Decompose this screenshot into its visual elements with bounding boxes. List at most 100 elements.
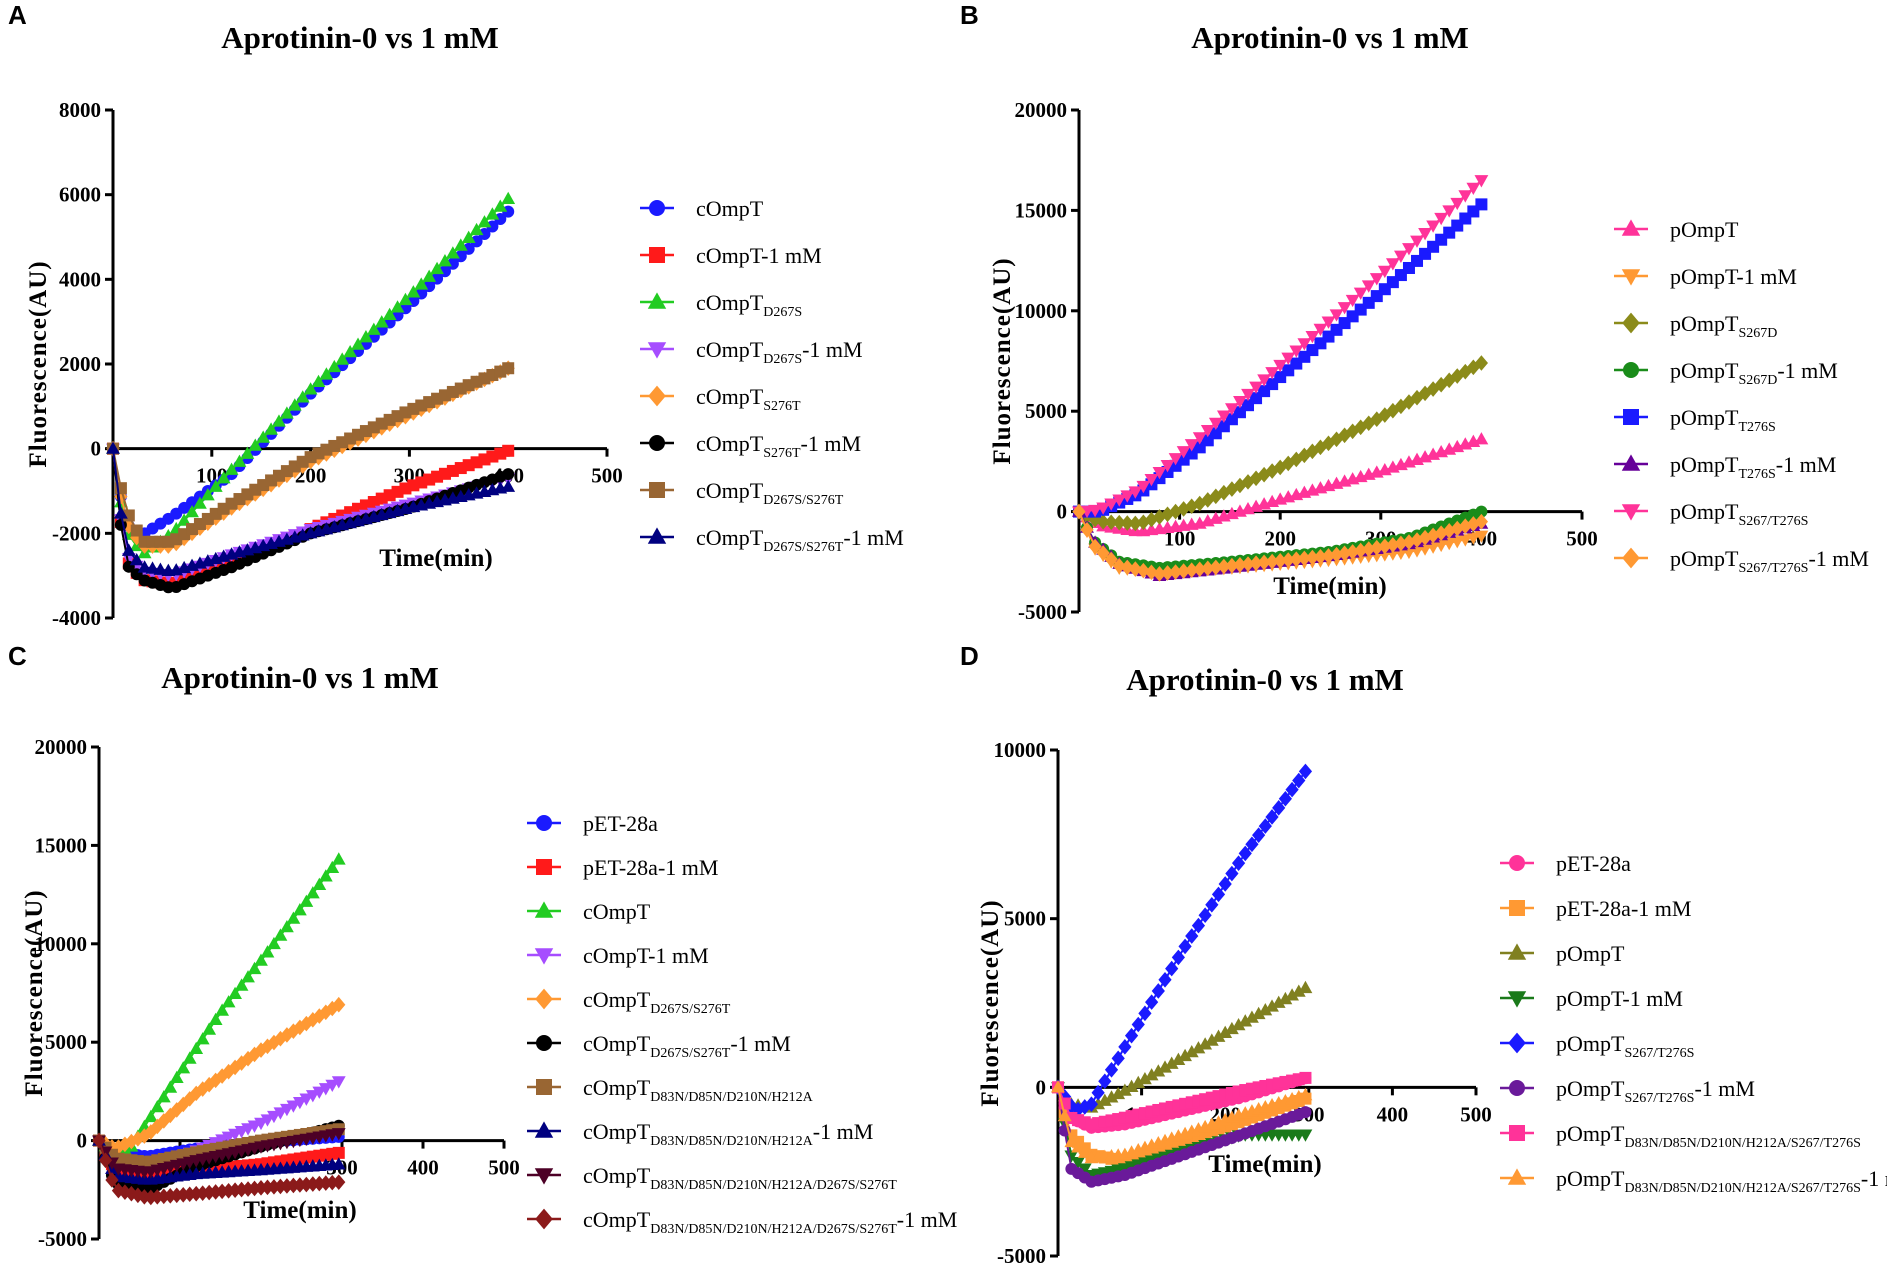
data-point — [215, 1003, 230, 1016]
data-point — [1184, 439, 1199, 452]
data-point — [1362, 541, 1376, 557]
data-point — [1138, 1005, 1152, 1022]
data-point — [344, 506, 357, 519]
data-point — [125, 1154, 138, 1167]
data-point — [1176, 446, 1191, 459]
data-point — [1211, 886, 1226, 903]
data-point — [1168, 564, 1183, 580]
data-point — [312, 877, 327, 890]
legend-label: cOmpTD267S/S276T — [696, 478, 844, 508]
data-point — [163, 1080, 178, 1093]
data-point — [305, 886, 320, 899]
data-point — [1362, 415, 1376, 432]
data-point — [1051, 1080, 1065, 1093]
data-point — [224, 462, 239, 475]
legend-label: cOmpTD267S/S276T-1 mM — [696, 525, 904, 555]
data-point — [1466, 182, 1481, 196]
legend-label: cOmpT — [583, 899, 651, 924]
data-point — [469, 222, 484, 236]
chart-title: Aprotinin-0 vs 1 mM — [1126, 662, 1404, 697]
data-point — [1346, 544, 1360, 560]
legend-entry: pOmpT-1 mM — [1500, 986, 1683, 1011]
data-point — [1160, 565, 1175, 581]
data-point — [1299, 1071, 1312, 1084]
data-point — [1208, 417, 1223, 431]
legend-label: cOmpT-1 mM — [696, 243, 822, 268]
legend-name: cOmpT — [696, 290, 764, 315]
data-point — [98, 1152, 113, 1169]
data-point — [1281, 352, 1296, 365]
legend-marker — [1621, 504, 1641, 521]
data-point — [1299, 1106, 1312, 1119]
legend-label: pOmpTT276S-1 mM — [1670, 452, 1836, 482]
data-point — [1178, 1048, 1192, 1062]
legend-marker — [649, 247, 665, 263]
data-point — [454, 250, 467, 263]
legend-marker — [648, 385, 666, 407]
data-point — [1185, 928, 1199, 944]
series-3 — [92, 852, 346, 1158]
data-point — [264, 422, 278, 435]
data-point — [1337, 545, 1352, 562]
data-point — [1475, 198, 1488, 211]
data-point — [1096, 545, 1110, 561]
data-point — [1118, 1039, 1132, 1055]
data-point — [453, 238, 468, 251]
data-point — [1136, 562, 1150, 579]
legend-label: pOmpTT276S — [1670, 405, 1776, 435]
data-point — [1128, 561, 1142, 577]
data-point — [303, 382, 318, 395]
series-7 — [107, 362, 515, 548]
data-point — [1152, 509, 1167, 525]
panel-A: A Aprotinin-0 vs 1 mM -4000 -2000 0 2000 4000 6… — [8, 0, 904, 630]
legend-suffix: -1 mM — [1776, 452, 1837, 477]
data-point — [1064, 1134, 1079, 1148]
legend-entry: cOmpTD267S/S276T — [640, 478, 844, 508]
data-point — [279, 406, 294, 419]
data-point — [241, 970, 255, 983]
legend-subscript: D267S/S276T — [763, 540, 844, 555]
legend-subscript: S276T — [763, 446, 801, 461]
legend-entry: pOmpT — [1500, 941, 1625, 966]
data-point — [1298, 763, 1313, 780]
data-point — [129, 552, 144, 566]
data-point — [1257, 466, 1271, 483]
data-point — [1072, 503, 1086, 520]
data-point — [1058, 1088, 1072, 1105]
legend-entry: pET-28a-1 mM — [1500, 896, 1691, 921]
data-point — [1233, 557, 1247, 573]
legend-name: cOmpT — [583, 1119, 651, 1144]
data-point — [1474, 530, 1489, 543]
legend-entry: cOmpTD267S-1 mM — [640, 337, 863, 367]
data-point — [1249, 555, 1263, 572]
data-point — [1131, 1016, 1145, 1033]
data-point — [182, 1051, 197, 1064]
legend-entry: cOmpTD267S/S276T-1 mM — [640, 525, 904, 555]
data-point — [208, 1012, 223, 1026]
legend-entry: pOmpTS267/T276S — [1500, 1031, 1694, 1061]
data-point — [1402, 394, 1416, 410]
y-tick-label: 20000 — [1015, 98, 1068, 122]
y-tick-label: 6000 — [59, 183, 101, 207]
legend-label: pET-28a-1 mM — [583, 855, 718, 880]
data-point — [1165, 960, 1179, 977]
legend-marker — [536, 815, 552, 831]
legend-label: pOmpTS267/T276S — [1556, 1031, 1694, 1061]
legend-marker — [1622, 547, 1640, 569]
legend-name: cOmpT-1 mM — [696, 243, 822, 268]
legend-suffix: -1 mM — [1694, 1076, 1755, 1101]
data-point — [267, 936, 281, 950]
data-point — [1198, 1037, 1213, 1050]
data-point — [1386, 537, 1400, 553]
legend-name: cOmpT — [696, 196, 764, 221]
y-axis-label: Fluorescence(AU) — [989, 257, 1016, 464]
y-tick-label: 0 — [1057, 500, 1068, 524]
data-point — [1265, 809, 1279, 825]
data-point — [1209, 559, 1223, 576]
data-point — [114, 506, 128, 519]
legend-label: cOmpTS276T-1 mM — [696, 431, 861, 461]
legend-subscript: D83N/D85N/D210N/H212A — [650, 1134, 813, 1149]
data-point — [1231, 1017, 1246, 1031]
legend-entry: cOmpTD267S — [640, 290, 802, 320]
